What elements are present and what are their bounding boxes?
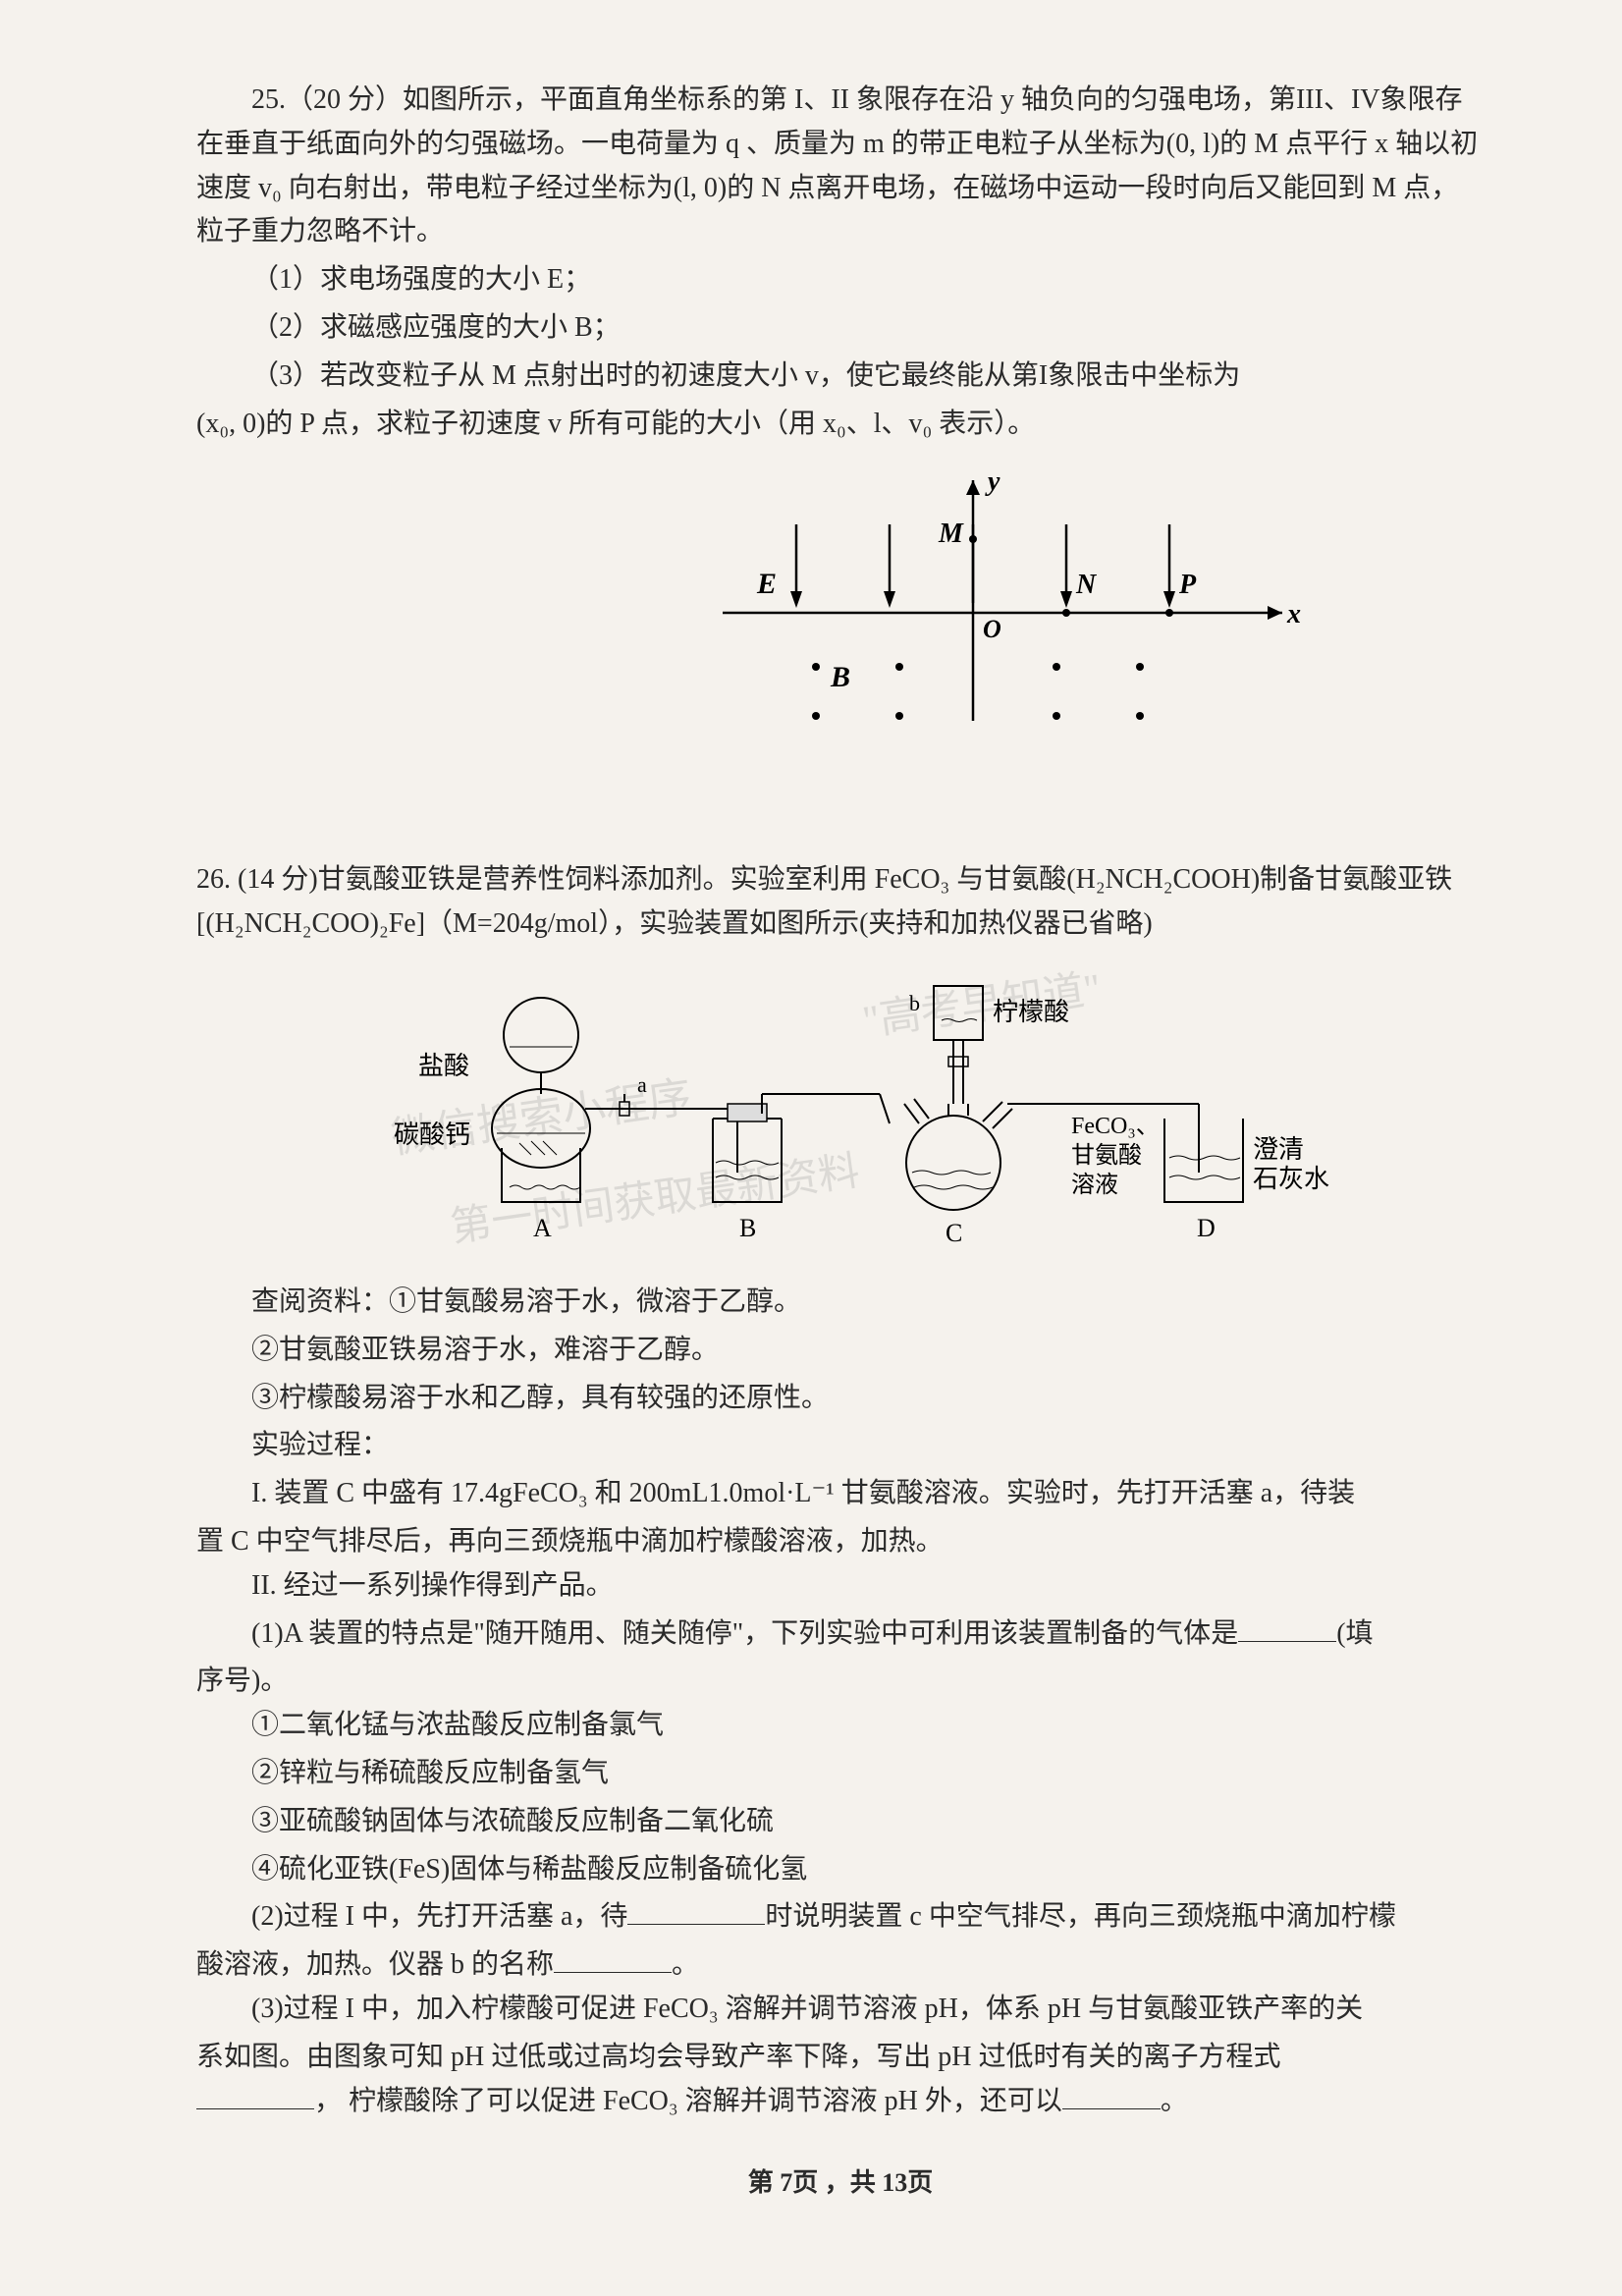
q26-sub2-line2: 酸溶液，加热。仪器 b 的名称 。 — [196, 1943, 1485, 1988]
q26-sub1: (1)A 装置的特点是"随开随用、随关随停"，下列实验中可利用该装置制备的气体是… — [196, 1613, 1485, 1657]
label-O: O — [983, 615, 1001, 643]
q26-ziliao1: 查阅资料：①甘氨酸易溶于水，微溶于乙醇。 — [196, 1281, 1485, 1325]
q26-sub2-line1: (2)过程 I 中，先打开活塞 a，待 时说明装置 c 中空气排尽，再向三颈烧瓶中… — [196, 1895, 1485, 1940]
label-E: E — [756, 568, 777, 600]
blank-air-exhaust — [627, 1924, 765, 1925]
q26-sub3d: 。 — [1161, 2086, 1188, 2116]
footer-prefix: 第 — [748, 2168, 781, 2197]
q26-sub3b: 系如图。由图象可知 pH 过低或过高均会导致产率下降，写出 pH 过低时有关的离… — [196, 2036, 1485, 2080]
label-y: y — [985, 466, 1000, 497]
blank-gas-choice — [1238, 1641, 1336, 1642]
svg-text:甘氨酸: 甘氨酸 — [1071, 1142, 1142, 1169]
q26-sub2c: 酸溶液，加热。仪器 b 的名称 — [196, 1949, 554, 1980]
q26-process1b: 置 C 中空气排尽后，再向三颈烧瓶中滴加柠檬酸溶液，加热。 — [196, 1520, 1485, 1564]
blank-ionic-equation — [196, 2108, 314, 2109]
q26-sub2b: 时说明装置 c 中空气排尽，再向三颈烧瓶中滴加柠檬 — [765, 1901, 1395, 1932]
q26-option4: ④硫化亚铁(FeS)固体与稀盐酸反应制备硫化氢 — [196, 1848, 1485, 1892]
footer-current: 7 — [780, 2168, 792, 2197]
q26-sub3-line3: ， 柠檬酸除了可以促进 FeCO₃ 溶解并调节溶液 pH 外，还可以 。 — [196, 2080, 1485, 2124]
q26-ziliao2: ②甘氨酸亚铁易溶于水，难溶于乙醇。 — [196, 1329, 1485, 1373]
svg-text:C: C — [946, 1219, 962, 1247]
q26-process2: II. 经过一系列操作得到产品。 — [196, 1564, 1485, 1609]
svg-text:柠檬酸: 柠檬酸 — [993, 998, 1069, 1026]
q26-sub2d: 。 — [672, 1949, 699, 1980]
question-25: 25.（20 分）如图所示，平面直角坐标系的第 I、II 象限存在沿 y 轴负向… — [196, 79, 1485, 740]
q25-sub3a: （3）若改变粒子从 M 点射出时的初速度大小 v，使它最终能从第I象限击中坐标为 — [196, 355, 1485, 399]
q25-sub2: （2）求磁感应强度的大小 B； — [196, 306, 1485, 351]
q26-diagram: 微信搜索小程序 "高考早知道" 第一时间获取最新资料 — [196, 966, 1485, 1261]
q26-sub3a: (3)过程 I 中，加入柠檬酸可促进 FeCO₃ 溶解并调节溶液 pH，体系 p… — [196, 1988, 1485, 2032]
svg-text:碳酸钙: 碳酸钙 — [394, 1121, 470, 1149]
footer-middle: 页 ，共 — [792, 2168, 882, 2197]
svg-text:石灰水: 石灰水 — [1253, 1165, 1329, 1193]
q26-option1: ①二氧化锰与浓盐酸反应制备氯气 — [196, 1704, 1485, 1748]
label-x: x — [1286, 599, 1301, 629]
label-N: N — [1075, 570, 1098, 600]
q26-sub1a: (1)A 装置的特点是"随开随用、随关随停"，下列实验中可利用该装置制备的气体是 — [251, 1618, 1238, 1649]
blank-instrument-b — [554, 1972, 672, 1973]
blank-citric-role — [1062, 2108, 1161, 2109]
q25-intro: 25.（20 分）如图所示，平面直角坐标系的第 I、II 象限存在沿 y 轴负向… — [196, 79, 1485, 254]
apparatus-C: C FeCO₃、 甘氨酸 溶液 — [904, 1099, 1160, 1247]
q26-process-header: 实验过程： — [196, 1424, 1485, 1468]
question-26: 26. (14 分)甘氨酸亚铁是营养性饲料添加剂。实验室利用 FeCO₃ 与甘氨… — [196, 858, 1485, 2123]
svg-text:盐酸: 盐酸 — [418, 1052, 469, 1080]
svg-text:FeCO₃、: FeCO₃、 — [1071, 1114, 1160, 1139]
page-footer: 第 7页 ，共 13页 — [196, 2162, 1485, 2204]
apparatus-D: D 澄清 石灰水 — [1164, 1119, 1329, 1242]
q26-sub2a: (2)过程 I 中，先打开活塞 a，待 — [251, 1901, 627, 1932]
q26-sub1c: 序号)。 — [196, 1660, 1485, 1704]
svg-text:a: a — [637, 1072, 647, 1097]
svg-text:澄清: 澄清 — [1253, 1135, 1304, 1164]
q25-diagram: E B M N P O x y — [530, 465, 1485, 740]
footer-suffix: 页 — [907, 2168, 933, 2197]
q26-ziliao3: ③柠檬酸易溶于水和乙醇，具有较强的还原性。 — [196, 1377, 1485, 1421]
q26-process1a: I. 装置 C 中盛有 17.4gFeCO₃ 和 200mL1.0mol·L⁻¹… — [196, 1472, 1485, 1516]
q25-sub3b: (x₀, 0)的 P 点，求粒子初速度 v 所有可能的大小（用 x₀、l、v₀ … — [196, 403, 1485, 447]
svg-text:D: D — [1197, 1214, 1216, 1242]
q26-sub1b: (填 — [1336, 1618, 1373, 1649]
q26-sub3c: ， 柠檬酸除了可以促进 FeCO₃ 溶解并调节溶液 pH 外，还可以 — [314, 2086, 1062, 2116]
label-P: P — [1178, 570, 1197, 600]
q26-option2: ②锌粒与稀硫酸反应制备氢气 — [196, 1752, 1485, 1796]
physics-coordinate-diagram: E B M N P O x y — [703, 465, 1312, 740]
footer-total: 13 — [882, 2168, 907, 2197]
q25-sub1: （1）求电场强度的大小 E； — [196, 258, 1485, 302]
chemistry-apparatus-diagram: 微信搜索小程序 "高考早知道" 第一时间获取最新资料 — [325, 966, 1356, 1261]
svg-text:A: A — [533, 1214, 552, 1242]
q26-intro: 26. (14 分)甘氨酸亚铁是营养性饲料添加剂。实验室利用 FeCO₃ 与甘氨… — [196, 858, 1485, 947]
svg-text:B: B — [739, 1214, 756, 1242]
label-B: B — [830, 661, 850, 693]
label-M: M — [938, 519, 964, 549]
svg-text:第一时间获取最新资料: 第一时间获取最新资料 — [448, 1149, 862, 1251]
svg-text:溶液: 溶液 — [1071, 1172, 1118, 1198]
svg-text:b: b — [909, 991, 920, 1015]
q26-option3: ③亚硫酸钠固体与浓硫酸反应制备二氧化硫 — [196, 1800, 1485, 1844]
